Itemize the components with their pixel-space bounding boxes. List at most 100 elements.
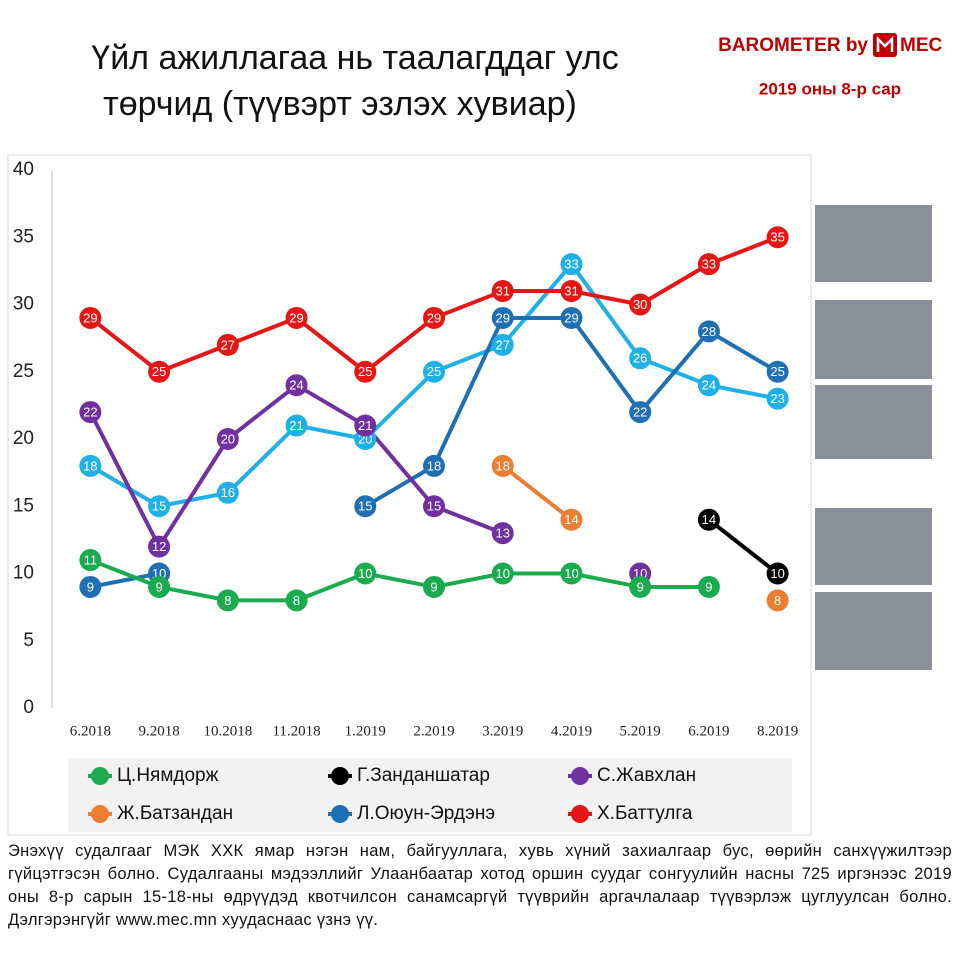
y-tick-label: 10	[13, 563, 34, 584]
marker	[423, 575, 445, 598]
marker	[423, 495, 445, 518]
data-label: 8	[293, 593, 300, 608]
marker	[491, 454, 514, 477]
x-tick-label: 2.2019	[413, 723, 454, 739]
marker	[354, 414, 377, 437]
marker	[148, 360, 171, 383]
marker	[285, 374, 308, 397]
marker	[629, 401, 652, 424]
marker	[766, 360, 789, 383]
data-label: 21	[358, 418, 372, 433]
footnote: Энэхүү судалгааг МЭК ХХК ямар нэгэн нам,…	[8, 842, 952, 929]
marker	[491, 280, 514, 303]
marker	[766, 589, 789, 612]
data-label: 33	[564, 257, 578, 272]
data-label: 14	[702, 512, 716, 527]
data-label: 15	[427, 499, 441, 514]
marker	[423, 454, 445, 477]
data-label: 25	[427, 364, 441, 379]
data-label: 10	[564, 566, 578, 581]
data-label: 22	[633, 405, 647, 420]
data-label: 18	[427, 458, 441, 473]
chart-frame	[7, 154, 812, 836]
marker	[491, 522, 514, 545]
marker	[491, 562, 514, 585]
data-label: 25	[152, 364, 166, 379]
data-label: 26	[633, 351, 647, 366]
data-label: 29	[83, 310, 97, 325]
legend-label: Ц.Нямдорж	[117, 765, 219, 786]
legend-label: Г.Занданшатар	[357, 765, 490, 786]
data-label: 13	[495, 526, 509, 541]
data-label: 18	[83, 458, 97, 473]
marker	[423, 306, 445, 329]
marker	[697, 320, 720, 343]
legend-label: Л.Оюун-Эрдэнэ	[357, 803, 495, 824]
marker	[766, 226, 789, 249]
marker	[79, 575, 102, 598]
marker	[766, 562, 789, 585]
marker	[560, 562, 583, 585]
data-label: 9	[155, 579, 162, 594]
chart-title: төрчид (түүвэрт эзлэх хувиар)	[103, 85, 577, 123]
chart-subtitle: 2019 оны 8-р сар	[759, 79, 901, 98]
marker	[79, 306, 102, 329]
brand: MEC	[900, 35, 943, 56]
marker	[285, 306, 308, 329]
data-label: 29	[427, 310, 441, 325]
marker	[560, 306, 583, 329]
data-label: 28	[702, 324, 716, 339]
marker	[285, 414, 308, 437]
marker	[216, 333, 239, 356]
chart-title: Үйл ажиллагаа нь таалагддаг улс	[91, 39, 618, 77]
marker	[79, 401, 102, 424]
data-label: 31	[495, 283, 509, 298]
legend-box	[68, 758, 792, 832]
y-tick-label: 35	[13, 226, 34, 247]
marker	[423, 360, 445, 383]
data-label: 33	[702, 257, 716, 272]
data-label: 9	[637, 579, 644, 594]
marker	[560, 280, 583, 303]
series-line	[707, 518, 779, 576]
x-tick-label: 3.2019	[482, 723, 523, 739]
data-label: 30	[633, 297, 647, 312]
data-label: 24	[702, 378, 716, 393]
marker	[491, 306, 514, 329]
marker	[697, 253, 720, 276]
marker	[79, 454, 102, 477]
legend-label: Х.Баттулга	[597, 803, 693, 824]
data-label: 24	[289, 378, 303, 393]
data-label: 9	[87, 579, 94, 594]
data-label: 27	[221, 337, 235, 352]
y-tick-label: 25	[13, 361, 34, 382]
data-label: 22	[83, 405, 97, 420]
y-tick-label: 40	[13, 159, 34, 180]
data-label: 23	[770, 391, 784, 406]
x-tick-label: 10.2018	[203, 723, 252, 739]
marker	[697, 508, 720, 531]
x-tick-label: 8.2019	[757, 723, 798, 739]
data-label: 21	[289, 418, 303, 433]
x-tick-label: 1.2019	[345, 723, 386, 739]
data-label: 9	[705, 579, 712, 594]
data-label: 25	[770, 364, 784, 379]
series-line	[89, 235, 779, 374]
marker	[148, 535, 171, 558]
data-label: 8	[774, 593, 781, 608]
data-label: 29	[289, 310, 303, 325]
x-tick-label: 4.2019	[551, 723, 592, 739]
data-label: 12	[152, 539, 166, 554]
brand: BAROMETER by	[718, 35, 868, 56]
marker	[766, 387, 789, 410]
marker	[560, 253, 583, 276]
legend-label: С.Жавхлан	[597, 765, 696, 786]
data-label: 8	[224, 593, 231, 608]
marker	[354, 562, 377, 585]
legend-label: Ж.Батзандан	[117, 803, 233, 824]
marker	[697, 374, 720, 397]
marker	[629, 575, 652, 598]
brand-logo	[873, 33, 897, 57]
data-label: 10	[358, 566, 372, 581]
series-line	[89, 558, 709, 603]
